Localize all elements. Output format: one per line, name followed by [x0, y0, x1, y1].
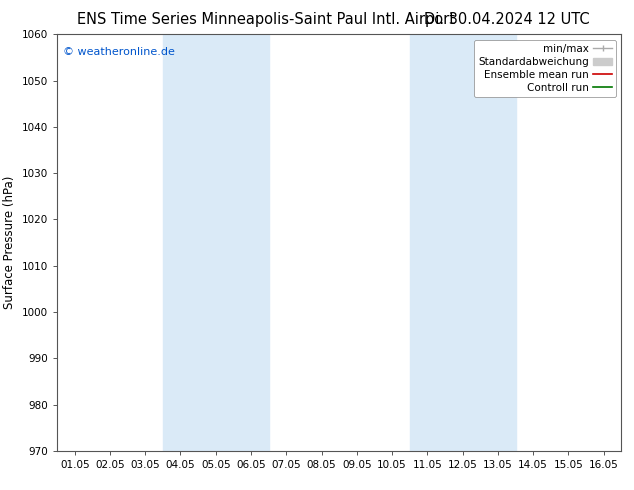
Y-axis label: Surface Pressure (hPa): Surface Pressure (hPa)	[3, 176, 16, 309]
Text: © weatheronline.de: © weatheronline.de	[63, 47, 174, 57]
Bar	[163, 34, 269, 451]
Bar	[410, 34, 515, 451]
Text: ENS Time Series Minneapolis-Saint Paul Intl. Airport: ENS Time Series Minneapolis-Saint Paul I…	[77, 12, 455, 27]
Text: Di. 30.04.2024 12 UTC: Di. 30.04.2024 12 UTC	[424, 12, 590, 27]
Legend: min/max, Standardabweichung, Ensemble mean run, Controll run: min/max, Standardabweichung, Ensemble me…	[474, 40, 616, 97]
